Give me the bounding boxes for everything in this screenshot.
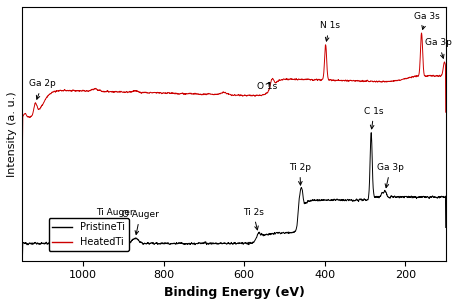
Line: HeatedTi: HeatedTi	[22, 33, 445, 142]
Text: Ga 2p: Ga 2p	[29, 79, 56, 99]
PristineTi	[93, 241, 98, 244]
PristineTi	[182, 242, 187, 245]
Text: O 1s: O 1s	[256, 82, 276, 91]
PristineTi	[368, 131, 373, 135]
PristineTi	[68, 242, 73, 245]
HeatedTi	[434, 74, 439, 78]
Legend: PristineTi, HeatedTi: PristineTi, HeatedTi	[48, 218, 128, 251]
Text: Ti 2s: Ti 2s	[242, 207, 263, 230]
Text: Ga 3p: Ga 3p	[376, 163, 403, 188]
PristineTi	[434, 196, 439, 200]
PristineTi	[388, 195, 394, 199]
X-axis label: Binding Energy (eV): Binding Energy (eV)	[163, 286, 304, 299]
Text: Ti Auger: Ti Auger	[96, 208, 134, 233]
HeatedTi	[200, 93, 206, 96]
HeatedTi	[68, 89, 73, 93]
Text: N 1s: N 1s	[319, 21, 339, 41]
Text: Ti 2p: Ti 2p	[288, 163, 310, 185]
HeatedTi	[182, 92, 187, 96]
Y-axis label: Intensity (a. u.): Intensity (a. u.)	[7, 91, 17, 177]
HeatedTi	[20, 140, 25, 144]
Text: C 1s: C 1s	[364, 107, 383, 129]
HeatedTi	[418, 31, 423, 35]
Text: Ga 3s: Ga 3s	[413, 12, 438, 29]
HeatedTi	[388, 79, 394, 83]
HeatedTi	[442, 110, 448, 114]
Text: O Auger: O Auger	[122, 210, 158, 234]
Text: Ga 3p: Ga 3p	[424, 38, 451, 58]
HeatedTi	[93, 87, 98, 90]
PristineTi	[200, 241, 206, 245]
PristineTi	[20, 254, 25, 258]
Line: PristineTi: PristineTi	[22, 133, 445, 256]
PristineTi	[442, 226, 448, 229]
